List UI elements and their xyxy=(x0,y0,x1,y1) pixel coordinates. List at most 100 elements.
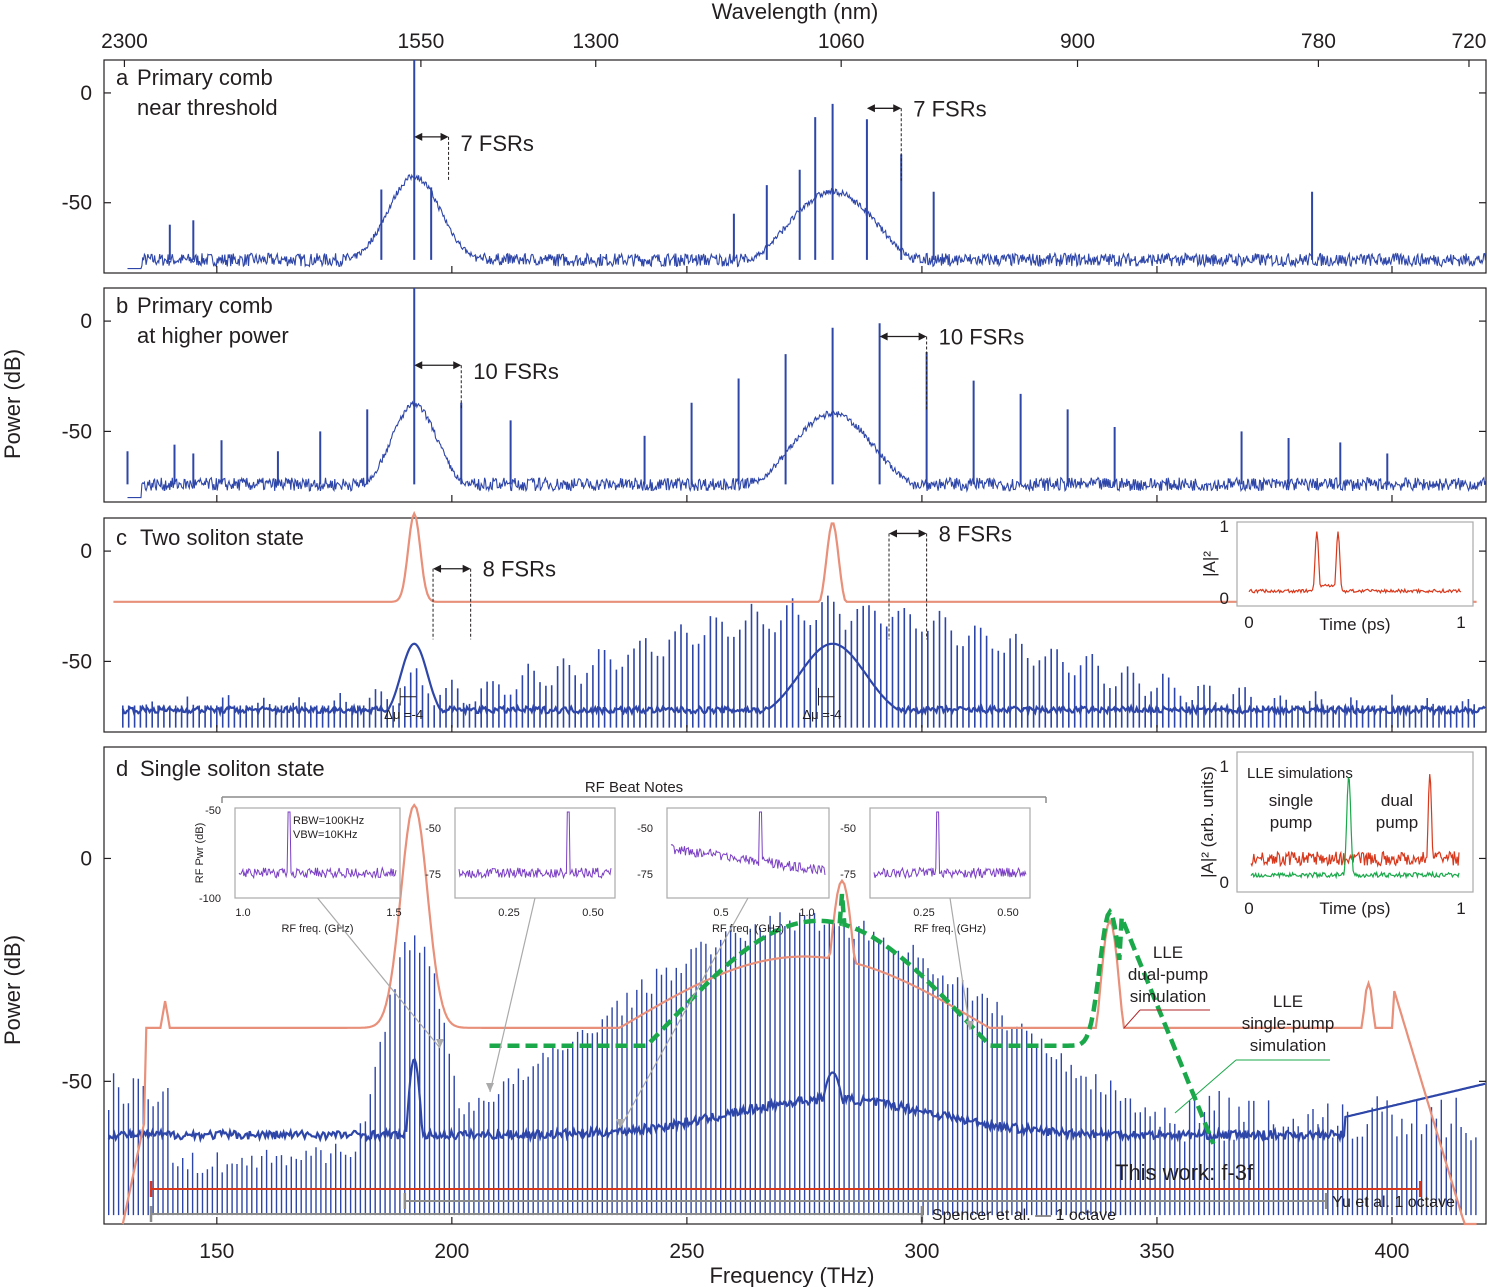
y-tick-label: 0 xyxy=(80,82,92,105)
dual-pump-label: dual-pump xyxy=(1128,965,1208,984)
y-tick-label: -50 xyxy=(62,650,92,673)
top-tick-label: 780 xyxy=(1301,30,1336,53)
panel-d-title: Single soliton state xyxy=(140,756,325,781)
octave-label: This work: f-3f xyxy=(1115,1160,1254,1185)
x-tick-label: 200 xyxy=(434,1240,469,1263)
dual-pump-inset-label: pump xyxy=(1376,813,1419,832)
y-tick-label: -50 xyxy=(62,192,92,215)
single-pump-inset-trace xyxy=(1250,777,1460,880)
rf-x-tick: 1.5 xyxy=(386,907,401,919)
top-axis-ticks: 2300 1550 1300 1060 900 780 720 xyxy=(101,30,1486,67)
dual-pump-simulation xyxy=(121,803,1477,1226)
delta-mu-label: Δμ =-4 xyxy=(384,707,423,722)
rf-trace xyxy=(873,811,1027,880)
panel-a-title: Primary comb xyxy=(137,65,273,90)
measured-baseline xyxy=(121,642,1486,718)
octave-label: Spencer et al. — 1 octave xyxy=(932,1207,1116,1224)
rf-inset-frame xyxy=(454,807,616,899)
panel-d-y-ticks: 0 -50 xyxy=(62,847,1486,1093)
y-tick-label: 0 xyxy=(80,847,92,870)
dual-pump-label: simulation xyxy=(1130,987,1207,1006)
top-tick-label: 1300 xyxy=(572,30,619,53)
panel-b: b Primary comb at higher power 0 -50 10 F… xyxy=(62,287,1487,503)
single-pump-label: single-pump xyxy=(1242,1014,1335,1033)
single-pump-inset-label: single xyxy=(1269,791,1313,810)
panel-c-annotations: 8 FSRs 8 FSRs Δμ =-4 Δμ =-4 xyxy=(384,521,1012,721)
inset-y-tick: 1 xyxy=(1220,517,1229,536)
bottom-axis-title: Frequency (THz) xyxy=(709,1263,874,1287)
panel-c: c Two soliton state 0 -50 8 FSRs 8 FSRs Δμ … xyxy=(62,510,1487,733)
top-tick-label: 900 xyxy=(1060,30,1095,53)
rf-leader-arrow xyxy=(486,1083,494,1092)
panel-d-letter: d xyxy=(116,756,128,781)
panel-c-letter: c xyxy=(116,525,127,550)
rf-y-tick: -50 xyxy=(637,823,653,835)
y-axis-title-bottom: Power (dB) xyxy=(0,935,25,1045)
panel-b-plot xyxy=(126,288,1487,499)
top-axis: Wavelength (nm) 2300 1550 1300 1060 900 780 72… xyxy=(101,0,1486,67)
panel-d-annotations: LLE dual-pump simulation LLE single-pump simu… xyxy=(149,943,1455,1224)
fsr-label: 8 FSRs xyxy=(939,521,1012,546)
rf-x-title: RF freq. (GHz) xyxy=(914,923,986,935)
dual-pump-leader xyxy=(1123,1009,1141,1029)
panel-b-frame xyxy=(103,287,1487,503)
y-tick-label: -50 xyxy=(62,1070,92,1093)
inset-frame xyxy=(1236,521,1474,607)
rf-trace xyxy=(238,811,397,880)
panel-b-title: Primary comb xyxy=(137,293,273,318)
panel-d-time-inset: LLE simulations 1 00 1 Time (ps) |A|² (arb. u… xyxy=(1198,751,1474,918)
rf-inset-frame xyxy=(234,807,401,899)
y-tick-label: 0 xyxy=(80,310,92,333)
single-pump-label: LLE xyxy=(1273,992,1303,1011)
panel-a: a Primary comb near threshold 0 -50 7 FSR… xyxy=(62,59,1487,274)
panel-b-title-line2: at higher power xyxy=(137,323,289,348)
rf-trace xyxy=(458,811,612,880)
measured-spectrum xyxy=(127,173,1487,270)
rf-rbw: RBW=100KHz xyxy=(293,815,364,827)
rf-title: RF Beat Notes xyxy=(585,779,683,796)
rf-y-tick: -75 xyxy=(425,869,441,881)
inset-x-title: Time (ps) xyxy=(1319,615,1390,634)
rf-leader xyxy=(949,897,971,1031)
panel-a-frame xyxy=(103,59,1487,274)
x-tick-label: 250 xyxy=(669,1240,704,1263)
panel-c-title: Two soliton state xyxy=(140,525,304,550)
inset-title: LLE simulations xyxy=(1247,765,1353,782)
panel-c-frame xyxy=(103,517,1487,733)
rf-y-tick: -75 xyxy=(637,869,653,881)
dual-pump-inset-trace xyxy=(1250,774,1460,868)
panel-c-y-ticks: 0 -50 xyxy=(62,540,1486,673)
rf-y-tick: -50 xyxy=(840,823,856,835)
dual-pump-label: LLE xyxy=(1153,943,1183,962)
y-axis-title-top: Power (dB) xyxy=(0,349,25,459)
fsr-label: 8 FSRs xyxy=(483,557,556,582)
panel-d: d Single soliton state 0 -50 LLE dual-pump… xyxy=(62,746,1487,1226)
inset-x-title: Time (ps) xyxy=(1319,899,1390,918)
rf-x-tick: 0.25 xyxy=(498,907,519,919)
panel-b-annotations: 10 FSRs 10 FSRs xyxy=(414,325,1024,410)
panel-a-letter: a xyxy=(116,65,129,90)
inset-x-tick: 0 xyxy=(1244,613,1253,632)
rf-leader-arrow xyxy=(616,1119,624,1128)
top-tick-label: 1060 xyxy=(818,30,865,53)
rf-y-title: RF Pwr (dB) xyxy=(194,823,206,884)
fsr-label: 7 FSRs xyxy=(913,96,986,121)
inset-y-tick: 0 xyxy=(1220,589,1229,608)
panel-b-letter: b xyxy=(116,293,128,318)
bottom-axis-ticks: 150 200 250 300 350 400 xyxy=(199,266,1410,1263)
panel-a-y-ticks: 0 -50 xyxy=(62,82,1486,215)
x-tick-label: 400 xyxy=(1374,1240,1409,1263)
x-tick-label: 350 xyxy=(1139,1240,1174,1263)
measured-baseline xyxy=(107,1057,1486,1144)
inset-frame xyxy=(1236,751,1474,893)
rf-y-tick: -75 xyxy=(840,869,856,881)
delta-mu-label: Δμ =-4 xyxy=(803,707,842,722)
x-tick-label: 150 xyxy=(199,1240,234,1263)
rf-y-tick: -50 xyxy=(425,823,441,835)
panel-a-title-line2: near threshold xyxy=(137,95,278,120)
fsr-arrow-heads xyxy=(866,104,902,113)
rf-x-tick: 0.50 xyxy=(997,907,1018,919)
single-pump-inset-label: pump xyxy=(1270,813,1313,832)
rf-leader xyxy=(317,897,441,1049)
